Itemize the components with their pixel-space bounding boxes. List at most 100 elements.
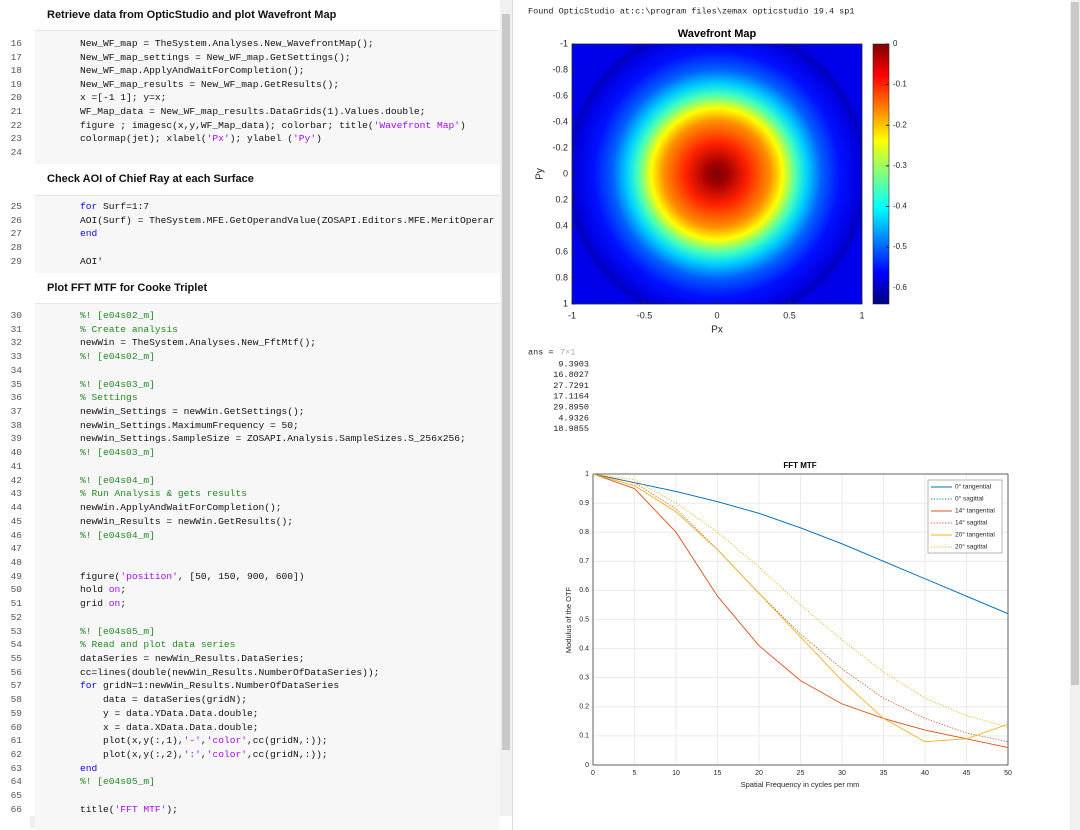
code-line: New_WF_map.ApplyAndWaitForCompletion(); <box>80 65 305 77</box>
code-line: for Surf=1:7 <box>80 201 149 213</box>
code-token: on <box>108 584 121 596</box>
ans-value: 17.1164 <box>553 392 589 402</box>
code-line: New_WF_map_settings = New_WF_map.GetSett… <box>80 51 351 63</box>
line-number: 60 <box>10 721 22 733</box>
code-line: figure ; imagesc(x,y,WF_Map_data); color… <box>80 120 466 132</box>
code-line: %! [e04s05_m] <box>80 776 155 788</box>
line-number: 51 <box>10 598 22 610</box>
line-number: 66 <box>10 803 22 815</box>
axes-box <box>571 43 863 305</box>
code-block <box>35 303 500 830</box>
line-number: 44 <box>10 502 22 514</box>
code-token: ,cc(gridN,:)); <box>247 749 328 761</box>
code-token: % Create analysis <box>80 323 178 335</box>
code-token: %! [e04s02_m] <box>80 351 155 363</box>
y-tick-label: -1 <box>560 38 568 48</box>
code-token: hold <box>80 584 109 596</box>
line-number: 47 <box>10 543 22 555</box>
line-number: 23 <box>10 133 22 145</box>
code-line: plot(x,y(:,1),'-','color',cc(gridN,:)); <box>80 735 328 747</box>
line-number: 64 <box>10 776 22 788</box>
code-line: newWin = TheSystem.Analyses.New_FftMtf()… <box>80 337 317 349</box>
line-number: 42 <box>10 474 22 486</box>
section-heading: Plot FFT MTF for Cooke Triplet <box>47 282 208 294</box>
x-tick-label: -1 <box>568 310 576 320</box>
y-tick-label: 0.5 <box>579 616 589 623</box>
code-line: %! [e04s02_m] <box>80 351 155 363</box>
line-number: 16 <box>10 38 22 49</box>
x-tick-label: 0 <box>591 770 595 777</box>
line-number: 20 <box>10 92 22 104</box>
code-line: % Run Analysis & gets results <box>80 488 247 500</box>
code-token: grid <box>80 598 109 610</box>
y-tick-label: 0.6 <box>579 587 589 594</box>
line-number: 50 <box>10 584 22 596</box>
x-tick-label: 0.5 <box>783 310 796 320</box>
y-label: Modulus of the OTF <box>564 586 573 653</box>
code-token: 'color' <box>206 749 247 761</box>
code-token: ) <box>316 133 322 145</box>
line-number: 32 <box>10 337 22 349</box>
y-tick-label: 0.2 <box>555 194 568 204</box>
code-token: %! [e04s05_m] <box>80 625 155 637</box>
line-number: 22 <box>10 119 22 131</box>
line-number: 58 <box>10 694 22 706</box>
line-number: 29 <box>10 255 22 267</box>
legend-label: 0° sagittal <box>955 495 984 503</box>
y-tick-label: 0.4 <box>579 645 589 652</box>
code-line: hold on; <box>80 584 126 596</box>
code-token: ) <box>459 119 466 131</box>
scroll-thumb[interactable] <box>502 14 510 750</box>
code-line: grid on; <box>80 598 126 610</box>
colorbar-tick-label: -0.1 <box>893 80 907 89</box>
code-line: data = dataSeries(gridN); <box>80 694 247 706</box>
line-number: 48 <box>10 556 22 568</box>
code-token: 'FFT MTF' <box>114 803 167 815</box>
code-line: % Settings <box>80 392 138 404</box>
code-line: AOI(Surf) = TheSystem.MFE.GetOperandValu… <box>80 214 495 226</box>
line-number: 19 <box>10 78 22 90</box>
code-token: for <box>80 201 98 212</box>
code-token: 'position' <box>120 570 178 582</box>
code-token: 'Wavefront Map' <box>373 119 460 131</box>
colorbar-tick-label: -0.6 <box>893 283 907 292</box>
code-token: colormap(jet); xlabel( <box>80 133 207 145</box>
legend-label: 20° tangential <box>955 531 995 539</box>
code-block <box>35 195 500 273</box>
scrollbar-v[interactable] <box>500 0 512 816</box>
code-token: plot(x,y(:,1), <box>80 735 184 747</box>
line-number: 17 <box>10 51 22 63</box>
y-tick-label: 0.8 <box>555 272 568 282</box>
code-line: x =[-1 1]; y=x; <box>80 92 167 104</box>
line-number: 21 <box>10 106 22 117</box>
line-number: 36 <box>10 392 22 404</box>
x-tick-label: 1 <box>859 310 864 320</box>
mtf-line <box>592 473 1009 615</box>
y-tick-label: 0.8 <box>579 529 589 536</box>
code-line: % Read and plot data series <box>80 639 235 651</box>
scrollbar-v[interactable] <box>1070 0 1080 830</box>
scroll-thumb[interactable] <box>1071 2 1079 685</box>
line-number: 56 <box>10 666 22 678</box>
y-tick-label: -0.2 <box>552 142 568 152</box>
ans-value: 9.3903 <box>558 359 589 369</box>
line-number: 26 <box>10 214 22 226</box>
legend-label: 0° tangential <box>955 483 992 491</box>
code-token: ); ylabel ( <box>229 133 294 145</box>
x-tick-label: 35 <box>880 770 888 777</box>
code-line: figure('position', [50, 150, 900, 600]) <box>80 571 305 583</box>
code-line: colormap(jet); xlabel('Px'); ylabel ('Py… <box>80 133 322 145</box>
x-tick-label: 25 <box>797 770 805 777</box>
code-line: New_WF_map_results = New_WF_map.GetResul… <box>80 78 340 90</box>
code-token: title( <box>80 803 115 815</box>
code-token: on <box>108 598 121 610</box>
code-token: 'Px' <box>206 133 230 145</box>
code-token: plot(x,y(:,2), <box>80 749 184 761</box>
ans-value: 4.9326 <box>558 413 589 423</box>
x-tick-label: 45 <box>963 770 971 777</box>
code-token: , <box>200 749 207 761</box>
code-line: end <box>80 228 97 240</box>
line-number: 59 <box>10 707 22 719</box>
line-number: 49 <box>10 570 22 582</box>
